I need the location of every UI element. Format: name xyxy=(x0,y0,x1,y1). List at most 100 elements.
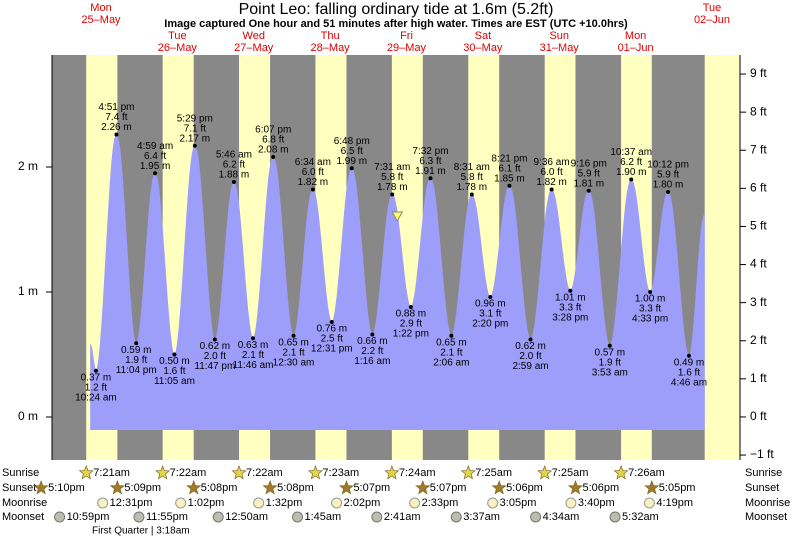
tide-m-label: 0.59 m xyxy=(121,345,152,356)
day-date: 02–Jun xyxy=(694,14,730,26)
tide-time-label: 10:12 pm xyxy=(647,160,689,171)
tide-ft-label: 2.1 ft xyxy=(282,347,304,358)
day-weekday: Fri xyxy=(400,30,413,42)
tide-time-label: 6:34 am xyxy=(295,157,331,168)
tide-time-label: 10:24 am xyxy=(75,392,117,403)
tide-ft-label: 3.3 ft xyxy=(559,302,581,313)
tide-m-label: 0.63 m xyxy=(238,340,269,351)
moonset-icon xyxy=(292,511,304,523)
tide-m-label: 2.26 m xyxy=(101,122,132,133)
tide-ft-label: 5.9 ft xyxy=(657,170,679,181)
moonset-time: 10:59pm xyxy=(67,511,110,523)
moonrise-icon xyxy=(643,497,655,509)
tide-time-label: 11:47 pm xyxy=(194,361,235,372)
extreme-point xyxy=(93,368,98,373)
sunrise-icon xyxy=(78,465,94,480)
y-tick-label: 1 m xyxy=(18,284,38,298)
tide-ft-label: 6.8 ft xyxy=(262,135,284,146)
sunset-time: 5:05pm xyxy=(659,482,696,494)
tide-ft-label: 1.6 ft xyxy=(678,367,700,378)
tide-ft-label: 5.8 ft xyxy=(461,172,483,183)
extreme-point xyxy=(390,192,395,197)
extreme-point xyxy=(251,336,256,341)
sunrise-icon xyxy=(613,465,629,480)
sunrise-time: 7:24am xyxy=(399,467,436,479)
moonrise-icon xyxy=(565,497,577,509)
tide-m-label: 0.65 m xyxy=(436,337,467,348)
extreme-point xyxy=(172,352,177,357)
row-label: Sunrise xyxy=(2,467,39,479)
moonrise-time: 2:33pm xyxy=(422,497,459,509)
tide-time-label: 4:51 pm xyxy=(98,102,134,113)
moonrise-time: 3:40pm xyxy=(578,497,615,509)
tide-ft-label: 1.2 ft xyxy=(85,382,107,393)
moonrise-time: 2:02pm xyxy=(344,497,381,509)
tide-ft-label: 2.1 ft xyxy=(440,347,462,358)
day-weekday: Sat xyxy=(475,30,492,42)
tide-m-label: 1.90 m xyxy=(616,167,647,178)
row-label: Sunset xyxy=(2,482,36,494)
sunrise-time: 7:22am xyxy=(170,467,207,479)
extreme-point xyxy=(271,155,276,159)
sunset-icon xyxy=(567,480,584,495)
tide-m-label: 1.00 m xyxy=(635,294,666,305)
tide-ft-label: 6.3 ft xyxy=(419,156,441,167)
y2-tick-label: 3 ft xyxy=(750,295,767,309)
moonrise-time: 12:31pm xyxy=(110,497,153,509)
moonset-icon xyxy=(54,511,66,523)
extreme-point xyxy=(134,341,139,346)
sunset-time: 5:08pm xyxy=(201,482,238,494)
sunset-icon xyxy=(644,480,660,495)
tide-time-label: 4:33 pm xyxy=(632,314,668,325)
tide-m-label: 1.95 m xyxy=(140,161,171,172)
extreme-point xyxy=(549,187,554,192)
tide-ft-label: 7.1 ft xyxy=(184,123,206,134)
tide-time-label: 7:32 pm xyxy=(412,146,448,157)
day-weekday: Tue xyxy=(168,30,187,42)
tide-m-label: 1.01 m xyxy=(555,292,586,303)
extreme-point xyxy=(568,288,573,293)
day-date: 27–May xyxy=(234,42,274,54)
tide-time-label: 5:29 pm xyxy=(177,113,213,124)
tide-m-label: 0.88 m xyxy=(396,309,427,320)
tide-ft-label: 7.4 ft xyxy=(105,112,127,123)
tide-ft-label: 5.8 ft xyxy=(381,172,403,183)
sunrise-icon xyxy=(460,465,476,480)
tide-time-label: 6:48 pm xyxy=(334,136,370,147)
extreme-point xyxy=(310,187,315,192)
moon-phase: First Quarter | 3:18am xyxy=(92,526,190,537)
sunrise-time: 7:21am xyxy=(93,467,130,479)
tide-m-label: 0.62 m xyxy=(200,341,231,352)
y2-tick-label: 4 ft xyxy=(750,257,767,271)
extreme-point xyxy=(469,192,474,197)
moonrise-time: 4:19pm xyxy=(656,497,693,509)
tide-ft-label: 2.0 ft xyxy=(519,351,541,362)
extreme-point xyxy=(428,176,433,181)
tide-time-label: 2:20 pm xyxy=(472,319,508,330)
sunset-time: 5:07pm xyxy=(430,482,467,494)
extreme-point xyxy=(607,343,612,348)
tide-area xyxy=(90,134,705,430)
tide-ft-label: 2.5 ft xyxy=(321,334,343,345)
tide-m-label: 0.65 m xyxy=(278,337,309,348)
extreme-point xyxy=(449,333,454,338)
extreme-point xyxy=(666,190,671,194)
tide-m-label: 1.85 m xyxy=(494,173,525,184)
sunrise-icon xyxy=(384,465,400,480)
day-date: 25–May xyxy=(81,14,121,26)
tide-ft-label: 6.2 ft xyxy=(223,160,245,171)
tide-ft-label: 2.2 ft xyxy=(361,346,383,357)
y2-tick-label: 6 ft xyxy=(750,181,767,195)
sunset-time: 5:07pm xyxy=(353,482,390,494)
tide-time-label: 2:06 am xyxy=(433,357,469,368)
moonset-time: 11:55pm xyxy=(146,511,188,523)
tide-ft-label: 1.9 ft xyxy=(125,355,147,366)
day-weekday: Tue xyxy=(703,2,722,14)
tide-time-label: 6:07 pm xyxy=(255,125,291,136)
sunrise-time: 7:22am xyxy=(246,467,283,479)
sunrise-time: 7:26am xyxy=(628,467,665,479)
y2-tick-label: 1 ft xyxy=(750,371,767,385)
y2-tick-label: 2 ft xyxy=(750,333,767,347)
tide-ft-label: 6.0 ft xyxy=(540,167,562,178)
moonrise-time: 3:05pm xyxy=(500,497,537,509)
